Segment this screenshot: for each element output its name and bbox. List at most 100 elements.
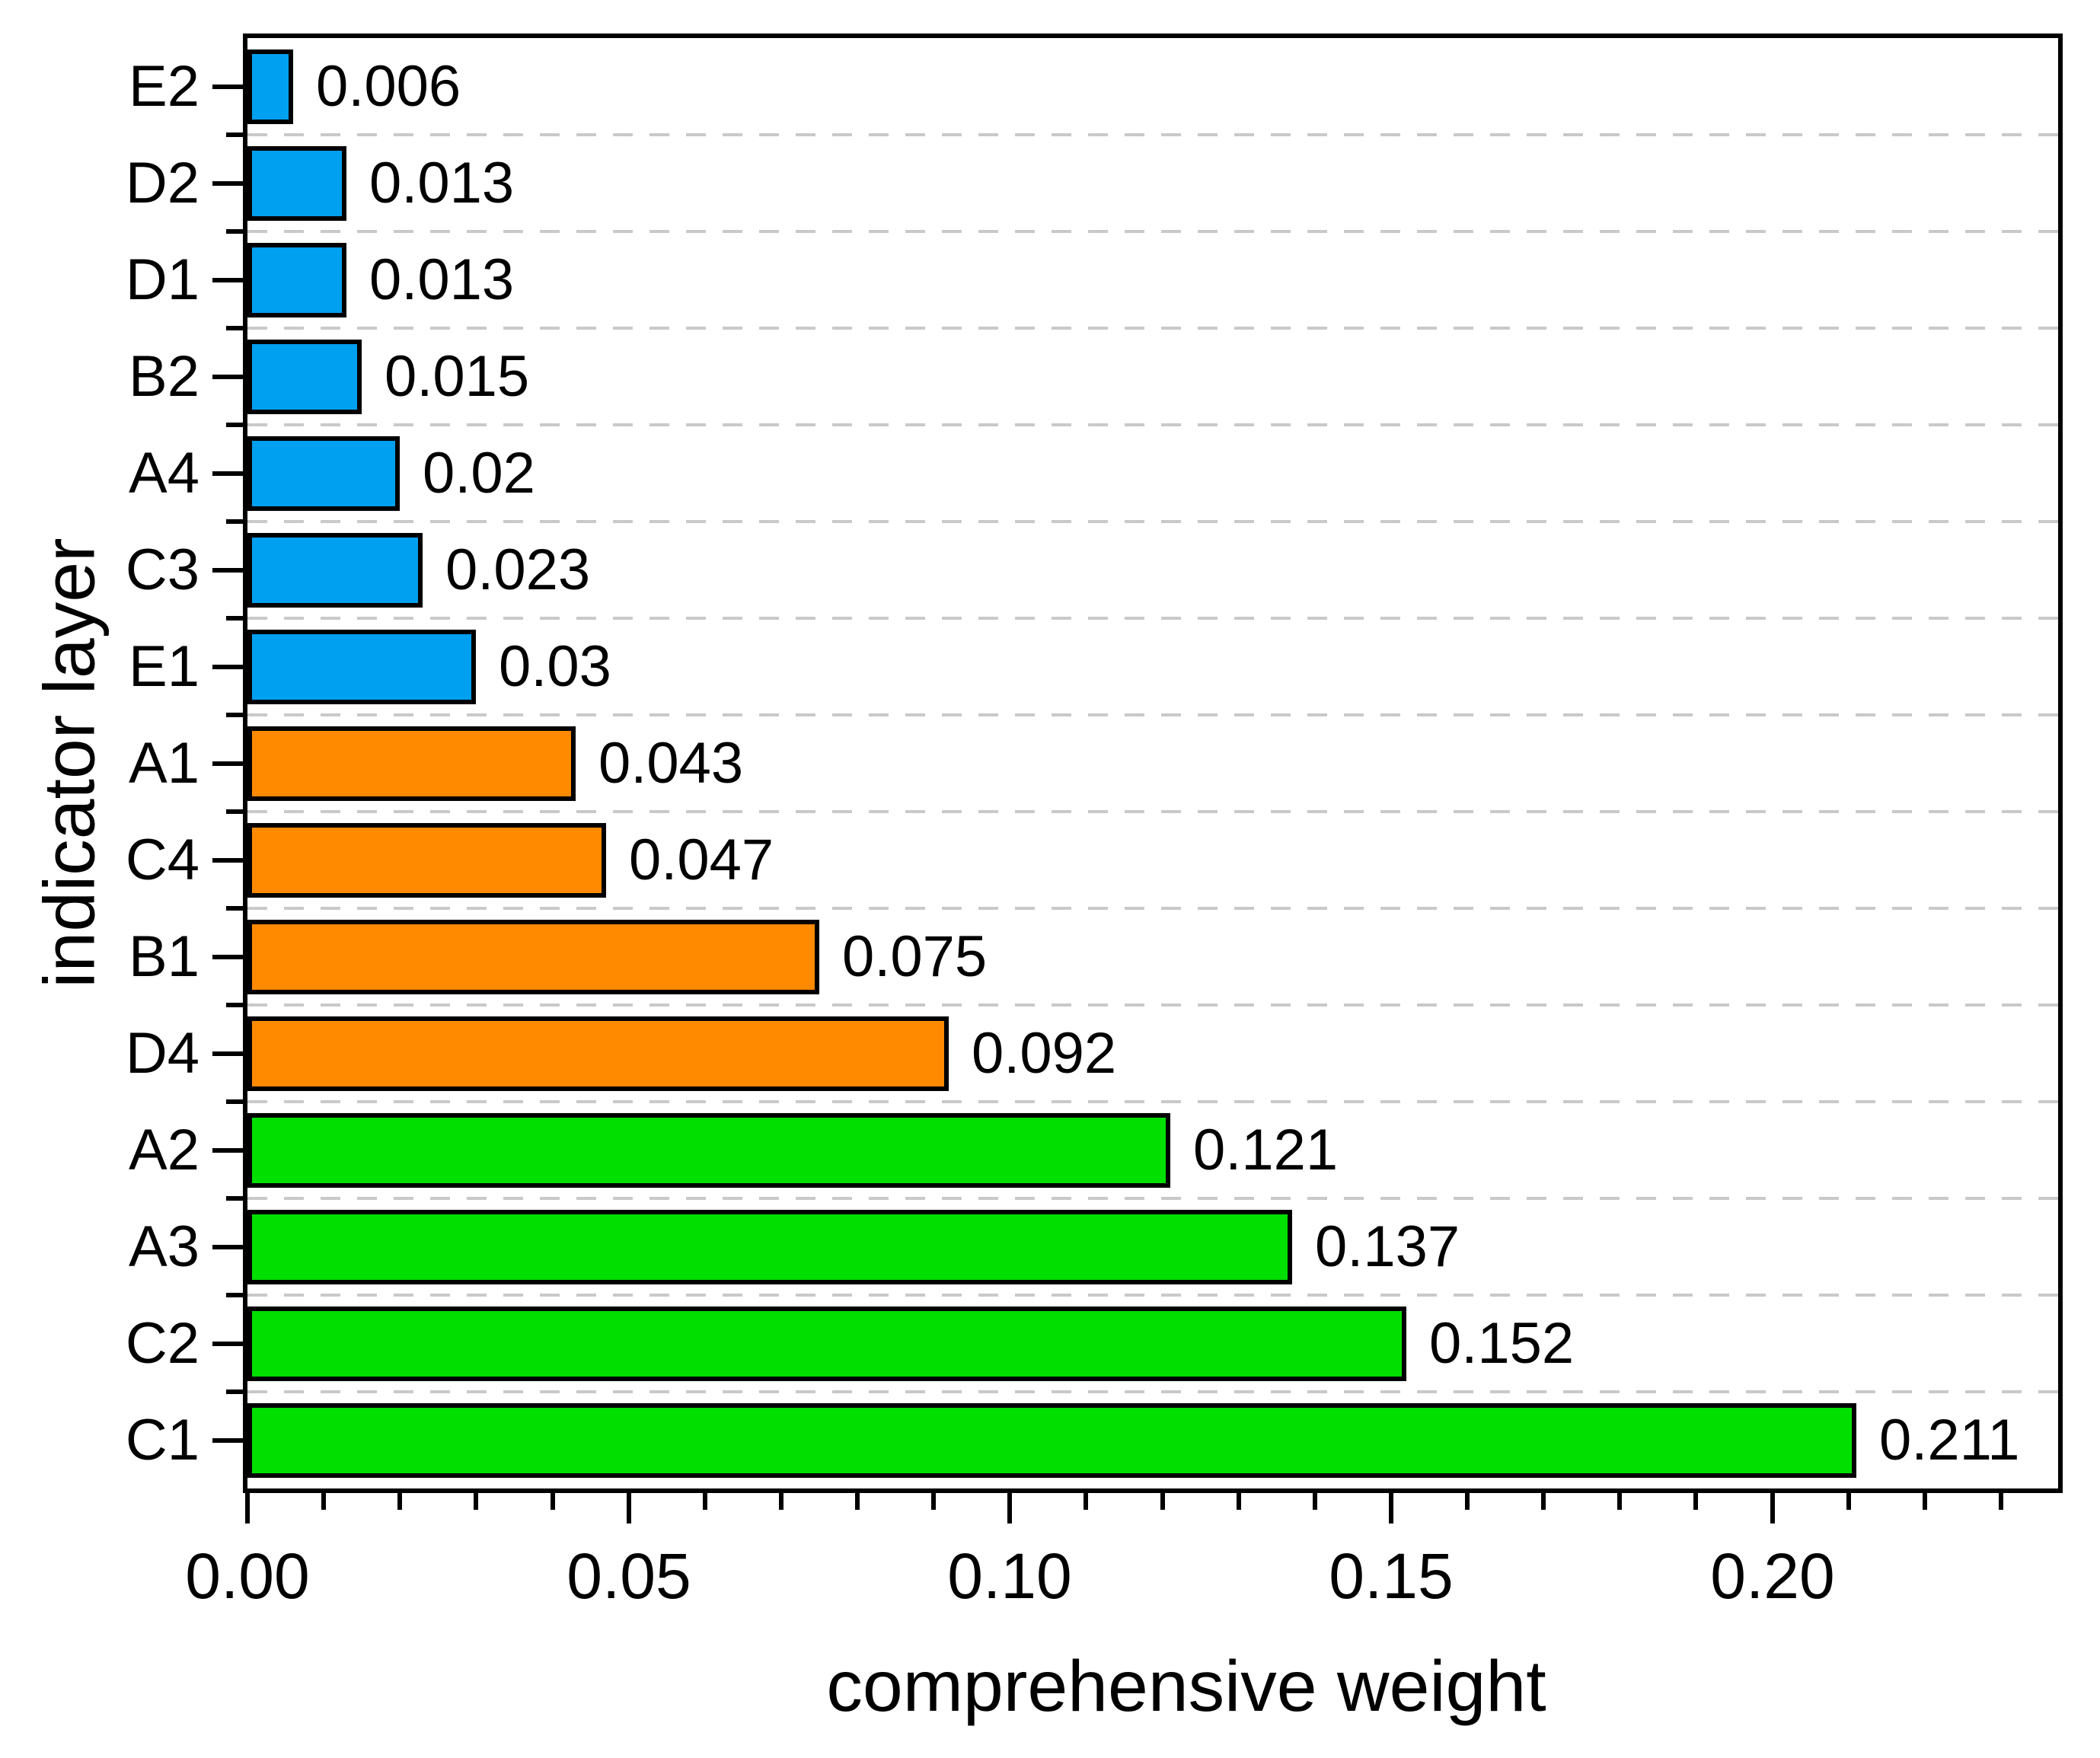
y-axis-major-tick [212, 1148, 243, 1153]
y-category-label-D4: D4 [125, 1021, 199, 1086]
y-axis-major-tick [212, 568, 243, 573]
bar-B2 [247, 340, 362, 414]
y-axis-title: indicator layer [29, 538, 110, 988]
y-axis-minor-tick [226, 423, 243, 427]
x-axis-major-tick [1007, 1493, 1012, 1523]
bar-A1 [247, 726, 576, 801]
x-axis-major-tick [1389, 1493, 1393, 1523]
bar-value-label: 0.092 [972, 1021, 1117, 1086]
bar-value-label: 0.043 [598, 731, 744, 796]
gridline [247, 617, 2058, 620]
x-axis-tick-label: 0.00 [185, 1540, 310, 1612]
x-axis-title: comprehensive weight [826, 1646, 1546, 1727]
y-axis-major-tick [212, 375, 243, 379]
x-axis-minor-tick [551, 1493, 555, 1510]
x-axis-minor-tick [474, 1493, 478, 1510]
y-category-label-A2: A2 [129, 1118, 199, 1182]
y-category-label-D1: D1 [125, 247, 199, 312]
bar-C3 [247, 533, 423, 608]
gridline [247, 1294, 2058, 1297]
x-axis-tick-label: 0.10 [947, 1540, 1072, 1612]
gridline [247, 520, 2058, 523]
bar-value-label: 0.047 [629, 828, 774, 892]
bar-value-label: 0.013 [369, 151, 515, 215]
x-axis-minor-tick [1313, 1493, 1317, 1510]
x-axis-major-tick [245, 1493, 250, 1523]
x-axis-minor-tick [1923, 1493, 1927, 1510]
y-axis-minor-tick [226, 1099, 243, 1104]
x-axis-tick-label: 0.20 [1710, 1540, 1835, 1612]
y-axis-minor-tick [226, 132, 243, 137]
x-axis-minor-tick [931, 1493, 936, 1510]
bar-value-label: 0.023 [445, 538, 591, 602]
bar-D2 [247, 146, 346, 221]
y-axis-minor-tick [226, 713, 243, 717]
x-axis-major-tick [1770, 1493, 1775, 1523]
y-axis-major-tick [212, 1245, 243, 1249]
bar-value-label: 0.075 [842, 924, 988, 989]
x-axis-major-tick [627, 1493, 631, 1523]
bar-C1 [247, 1403, 1856, 1478]
x-axis-minor-tick [779, 1493, 784, 1510]
gridline [247, 1100, 2058, 1103]
y-axis-major-tick [212, 181, 243, 186]
bar-C4 [247, 823, 606, 898]
y-axis-major-tick [212, 665, 243, 669]
y-category-label-B2: B2 [129, 344, 199, 409]
plot-area: 0.006 0.013 0.013 0.015 0.02 0.023 0.03 0.043 0.… [243, 34, 2063, 1493]
gridline [247, 713, 2058, 716]
x-axis-minor-tick [1999, 1493, 2003, 1510]
y-axis-minor-tick [226, 1389, 243, 1394]
y-axis-major-tick [212, 471, 243, 476]
y-axis-minor-tick [226, 1293, 243, 1297]
bar-value-label: 0.03 [499, 634, 611, 699]
y-axis-major-tick [212, 1342, 243, 1346]
x-axis-tick-label: 0.15 [1329, 1540, 1454, 1612]
gridline [247, 133, 2058, 136]
gridline [247, 423, 2058, 426]
gridline [247, 230, 2058, 233]
x-axis-minor-tick [1160, 1493, 1165, 1510]
x-axis-minor-tick [1541, 1493, 1546, 1510]
bar-value-label: 0.137 [1315, 1214, 1460, 1279]
x-axis-minor-tick [1693, 1493, 1698, 1510]
x-axis-minor-tick [855, 1493, 860, 1510]
y-category-label-E1: E1 [129, 634, 199, 699]
x-axis-minor-tick [1846, 1493, 1851, 1510]
y-axis-major-tick [212, 761, 243, 766]
y-axis-minor-tick [226, 229, 243, 234]
bar-value-label: 0.152 [1429, 1311, 1575, 1376]
bar-value-label: 0.006 [316, 54, 461, 119]
y-axis-minor-tick [226, 906, 243, 911]
bar-D1 [247, 243, 346, 317]
bar-value-label: 0.013 [369, 247, 515, 312]
x-axis-minor-tick [321, 1493, 326, 1510]
x-axis-minor-tick [397, 1493, 402, 1510]
bar-value-label: 0.211 [1879, 1408, 2020, 1472]
y-category-label-D2: D2 [125, 151, 199, 215]
x-axis-tick-label: 0.05 [566, 1540, 691, 1612]
x-axis-minor-tick [1084, 1493, 1088, 1510]
y-category-label-B1: B1 [129, 924, 199, 989]
x-axis-minor-tick [1617, 1493, 1622, 1510]
bar-A4 [247, 436, 400, 511]
bar-value-label: 0.015 [385, 344, 530, 409]
y-category-label-E2: E2 [129, 54, 199, 119]
y-category-label-A4: A4 [129, 441, 199, 506]
gridline [247, 810, 2058, 813]
y-axis-major-tick [212, 858, 243, 863]
y-axis-minor-tick [226, 1003, 243, 1007]
y-axis-minor-tick [226, 326, 243, 330]
bar-C2 [247, 1307, 1406, 1381]
bar-A2 [247, 1113, 1170, 1188]
y-axis-minor-tick [226, 809, 243, 814]
y-axis-minor-tick [226, 1196, 243, 1201]
y-category-label-C3: C3 [125, 538, 199, 602]
y-axis-major-tick [212, 1438, 243, 1443]
gridline [247, 907, 2058, 910]
gridline [247, 1390, 2058, 1393]
x-axis-minor-tick [1465, 1493, 1470, 1510]
bar-A3 [247, 1210, 1292, 1284]
bar-value-label: 0.121 [1193, 1118, 1339, 1182]
